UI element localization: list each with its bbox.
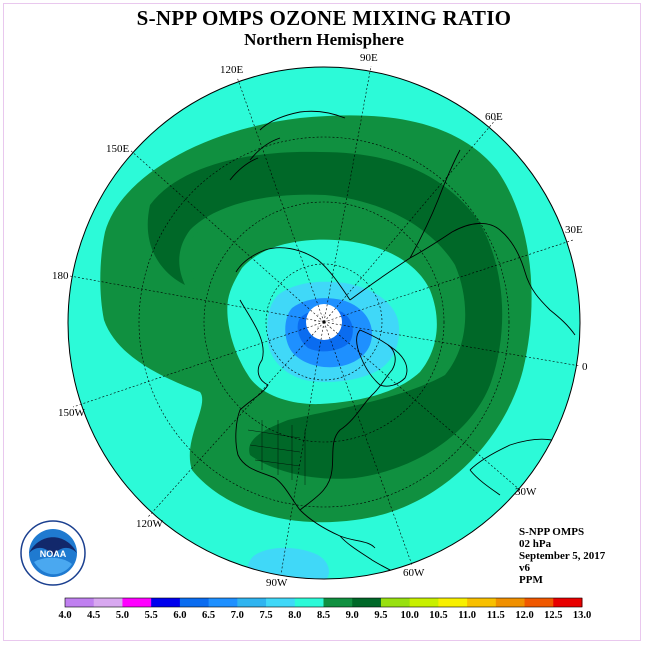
colorbar-tick-label: 7.0 [231, 610, 244, 621]
colorbar-tick-label: 9.0 [346, 610, 359, 621]
coastline-eurasia [235, 149, 576, 336]
band-8.5-9.0 [147, 151, 503, 479]
info-version: v6 [519, 562, 530, 574]
band-7.0-7.5-south [247, 547, 330, 579]
lon-label-150w: 150W [58, 407, 86, 419]
colorbar: 4.0 4.5 5.0 5.5 6.0 6.5 7.0 7.5 8.0 8.5 9.0 9.5 10.0… [58, 597, 591, 621]
info-units: PPM [519, 574, 543, 586]
colorbar-segment [438, 598, 468, 607]
lon-label-120e: 120E [220, 64, 244, 76]
colorbar-tick-label: 6.5 [202, 610, 215, 621]
figure-frame [3, 3, 641, 641]
meridians [69, 65, 581, 575]
colorbar-segment [495, 598, 526, 607]
colorbar-tick-label: 8.0 [288, 610, 301, 621]
noaa-logo: NOAA [20, 520, 86, 586]
coastline-north-america [235, 299, 396, 549]
info-date: September 5, 2017 [519, 550, 606, 562]
colorbar-segment [65, 598, 95, 607]
colorbar-segment [237, 598, 267, 607]
colorbar-tick-label: 12.5 [544, 610, 562, 621]
info-instrument: S-NPP OMPS [519, 526, 585, 538]
coastline-east-asia [229, 110, 346, 181]
lon-label-30e: 30E [565, 224, 583, 236]
colorbar-tick-label: 7.5 [259, 610, 272, 621]
colorbar-segment [151, 598, 181, 607]
us-state-lines [247, 420, 306, 485]
lon-label-30w: 30W [515, 486, 537, 498]
colorbar-segment [380, 598, 411, 607]
lon-label-60w: 60W [403, 567, 425, 579]
lon-label-180: 180 [52, 270, 69, 282]
colorbar-segment [409, 598, 439, 607]
lon-label-150e: 150E [106, 143, 130, 155]
latitude-circles [138, 136, 510, 508]
colorbar-segment [323, 598, 353, 607]
map-title: S-NPP OMPS OZONE MIXING RATIO [136, 6, 512, 30]
colorbar-tick-label: 8.5 [317, 610, 330, 621]
coastline-greenland [356, 329, 408, 387]
colorbar-tick-label: 11.0 [458, 610, 476, 621]
lon-label-90e: 90E [360, 52, 378, 64]
colorbar-segment [352, 598, 382, 607]
colorbar-tick-label: 5.0 [116, 610, 129, 621]
lon-label-60e: 60E [485, 111, 503, 123]
colorbar-segment [122, 598, 152, 607]
colorbar-tick-label: 10.5 [429, 610, 447, 621]
colorbar-tick-label: 5.5 [145, 610, 158, 621]
colorbar-segment [179, 598, 210, 607]
colorbar-tick-label: 4.5 [87, 610, 100, 621]
colorbar-segment [294, 598, 324, 607]
colorbar-border [64, 597, 583, 608]
colorbar-segment [553, 598, 583, 607]
map-info-block: S-NPP OMPS 02 hPa September 5, 2017 v6 P… [519, 526, 605, 586]
colorbar-tick-label: 12.0 [515, 610, 533, 621]
lon-label-120w: 120W [136, 518, 164, 530]
colorbar-tick-label: 11.5 [487, 610, 505, 621]
colorbar-tick-label: 10.0 [400, 610, 418, 621]
noaa-logo-text: NOAA [40, 549, 67, 559]
info-level: 02 hPa [519, 538, 552, 550]
colorbar-tick-label: 4.0 [58, 610, 71, 621]
lon-label-90w: 90W [266, 577, 288, 589]
colorbar-segment [266, 598, 296, 607]
colorbar-segment [93, 598, 123, 607]
lon-label-0: 0 [582, 361, 588, 373]
colorbar-tick-label: 13.0 [573, 610, 591, 621]
coastline-africa [469, 438, 553, 496]
colorbar-tick-label: 6.0 [173, 610, 186, 621]
map-subtitle: Northern Hemisphere [244, 30, 404, 49]
map-boundary [67, 66, 581, 580]
colorbar-segment [467, 598, 497, 607]
colorbar-tick-label: 9.5 [374, 610, 387, 621]
colorbar-segment [524, 598, 554, 607]
colorbar-segment [208, 598, 238, 607]
